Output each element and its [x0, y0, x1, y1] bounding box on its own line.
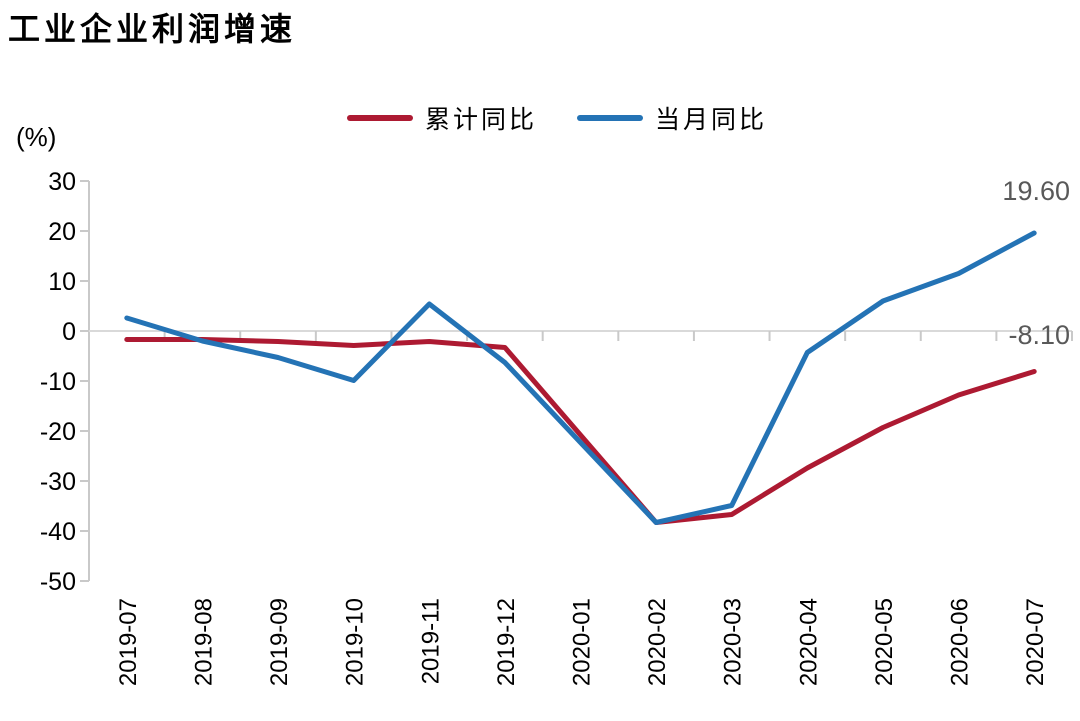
y-tick-label: -30 [40, 468, 76, 496]
legend-label-monthly: 当月同比 [655, 107, 768, 134]
y-tick-label: 0 [62, 318, 76, 346]
legend-item-cumulative: 累计同比 [347, 100, 537, 136]
x-tick-label: 2020-01 [569, 598, 596, 686]
monthly-yoy-line [124, 230, 1037, 525]
y-tick-label: 30 [48, 168, 76, 196]
legend-item-monthly: 当月同比 [577, 100, 767, 136]
y-tick-label: -40 [40, 518, 76, 546]
x-tick-label: 2019-12 [493, 598, 520, 686]
legend-label-cumulative: 累计同比 [425, 107, 538, 134]
page-title: 工业企业利润增速 [8, 11, 297, 47]
cumulative-line-swatch [347, 115, 413, 121]
x-tick-label: 2019-09 [266, 598, 293, 686]
x-tick-label: 2019-10 [342, 598, 369, 686]
y-axis-unit-label: (%) [16, 122, 57, 152]
x-tick-label: 2020-07 [1022, 598, 1049, 686]
monthly-line-swatch [577, 115, 644, 121]
cumulative-endpoint-value: -8.10 [1008, 320, 1070, 350]
x-tick-label: 2020-06 [947, 598, 974, 686]
legend: 累计同比 当月同比 [347, 100, 767, 136]
x-tick-label: 2020-05 [871, 598, 898, 686]
y-tick-label: -20 [40, 418, 76, 446]
x-tick-label: 2019-07 [115, 598, 142, 686]
x-tick-label: 2020-02 [644, 598, 671, 686]
cumulative-yoy-line [124, 337, 1037, 525]
y-tick-label: -50 [40, 568, 76, 596]
x-tick-label: 2019-11 [417, 598, 444, 684]
monthly-endpoint-value: 19.60 [1002, 176, 1070, 206]
x-tick-label: 2019-08 [190, 598, 217, 686]
x-tick-label: 2020-03 [720, 598, 747, 686]
y-tick-label: 10 [48, 268, 76, 296]
x-tick-label: 2020-04 [795, 598, 822, 686]
y-tick-label: 20 [48, 218, 76, 246]
y-tick-label: -10 [40, 368, 76, 396]
